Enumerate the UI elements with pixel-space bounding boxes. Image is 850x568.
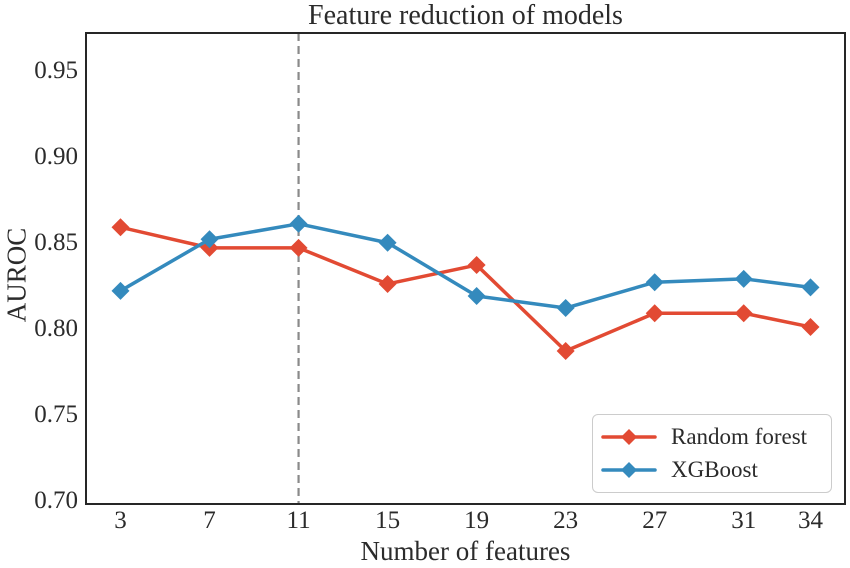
data-point-random-forest-x34 [801,317,820,336]
random-forest-line-sample-icon [601,429,657,445]
legend-sample-marker [621,429,637,445]
data-point-xgboost-x11 [289,214,308,233]
legend: Random forest XGBoost [592,414,832,493]
x-tick-label-23: 23 [553,507,579,534]
chart-title: Feature reduction of models [308,0,623,31]
x-tick-label-15: 15 [375,507,401,534]
x-tick-label-19: 19 [464,507,490,534]
x-tick-label-7: 7 [203,507,216,534]
data-point-xgboost-x23 [556,299,575,318]
y-tick-label-0.75: 0.75 [34,400,78,428]
legend-item-xgboost: XGBoost [601,457,823,483]
x-tick-label-3: 3 [114,507,127,534]
y-tick-label-0.85: 0.85 [34,228,78,256]
legend-label-xgboost: XGBoost [671,457,758,482]
x-tick-label-34: 34 [798,507,823,534]
data-point-xgboost-x3 [111,281,130,300]
data-point-random-forest-x31 [734,304,753,323]
legend-sample-marker [621,462,637,478]
legend-label-random-forest: Random forest [671,424,808,449]
xgboost-line-sample-icon [601,462,657,478]
data-point-xgboost-x27 [645,273,664,292]
data-point-xgboost-x19 [467,287,486,306]
data-point-random-forest-x27 [645,304,664,323]
x-tick-label-31: 31 [731,507,757,534]
y-tick-label-0.90: 0.90 [34,142,78,170]
data-point-random-forest-x3 [111,218,130,237]
data-point-xgboost-x7 [200,230,219,249]
data-point-xgboost-x31 [734,269,753,288]
legend-item-random-forest: Random forest [601,424,823,450]
data-point-xgboost-x34 [801,278,820,297]
x-tick-label-11: 11 [286,507,311,534]
data-point-random-forest-x23 [556,342,575,361]
x-tick-label-27: 27 [642,507,668,534]
data-point-random-forest-x19 [467,256,486,275]
y-tick-label-0.70: 0.70 [34,486,78,514]
y-tick-label-0.95: 0.95 [34,56,78,84]
data-point-random-forest-x11 [289,238,308,257]
data-point-xgboost-x15 [378,233,397,252]
data-point-random-forest-x15 [378,274,397,293]
x-axis-label: Number of features [360,536,571,566]
axes-frame [85,32,846,505]
y-tick-label-0.80: 0.80 [34,314,78,342]
